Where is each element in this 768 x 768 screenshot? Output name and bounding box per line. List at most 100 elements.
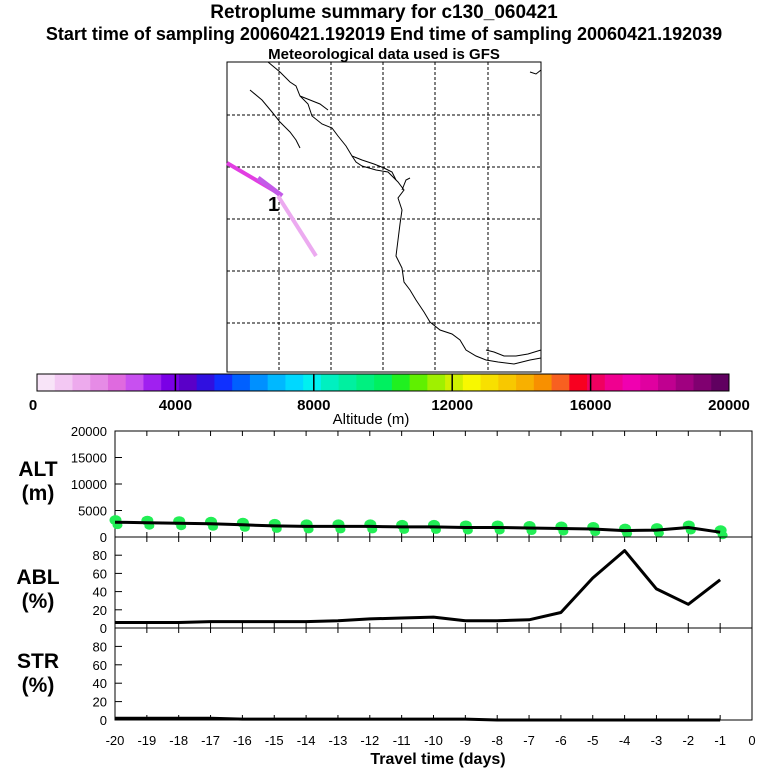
colorbar-swatch <box>587 374 606 391</box>
x-tick-label: -14 <box>297 733 316 748</box>
x-tick-label: -4 <box>619 733 631 748</box>
y-tick-label: 20 <box>93 695 107 710</box>
plume-track-mid <box>256 176 284 198</box>
x-tick-label: -17 <box>201 733 220 748</box>
x-axis-label: Travel time (days) <box>370 751 505 768</box>
colorbar-swatch <box>267 374 286 391</box>
x-tick-label: -18 <box>169 733 188 748</box>
coastline <box>249 61 542 365</box>
sampling-times: Start time of sampling 20060421.192019 E… <box>45 24 723 44</box>
colorbar-swatch <box>409 374 428 391</box>
abl-panel: ABL(%) 0 20 40 60 80 <box>16 536 753 636</box>
y-tick-label: 60 <box>93 658 107 673</box>
plume-track-lower <box>276 194 318 258</box>
x-tick-label: -1 <box>714 733 726 748</box>
colorbar-swatch <box>516 374 535 391</box>
x-tick-label: -12 <box>360 733 379 748</box>
panel-frame <box>114 627 753 721</box>
y-tick-label: 0 <box>100 530 107 545</box>
x-tick-label: -20 <box>106 733 125 748</box>
colorbar-swatch <box>533 374 553 391</box>
x-tick-label: -8 <box>491 733 503 748</box>
map-panel: 1 <box>225 61 542 373</box>
colorbar-swatch <box>356 374 375 391</box>
map-gridlines <box>227 62 541 372</box>
x-tick-label: -3 <box>651 733 663 748</box>
colorbar-swatch <box>214 374 233 391</box>
y-tick-label: 5000 <box>78 504 107 519</box>
x-tick-label: -7 <box>523 733 535 748</box>
colorbar-swatch <box>711 374 730 391</box>
colorbar-swatch <box>54 374 73 391</box>
colorbar-swatch <box>551 374 570 391</box>
x-tick-label: -13 <box>329 733 348 748</box>
colorbar-swatch <box>303 374 322 391</box>
colorbar-swatch <box>640 374 659 391</box>
colorbar-swatch <box>675 374 695 391</box>
x-tick-label: 0 <box>748 733 755 748</box>
colorbar-swatch <box>232 374 251 391</box>
colorbar-swatch <box>285 374 304 391</box>
colorbar-swatch <box>37 374 56 391</box>
altitude-colorbar: 0 4000 8000 12000 16000 20000 <box>29 373 750 414</box>
colorbar-tick-label: 20000 <box>708 397 750 414</box>
y-tick-label: 0 <box>100 713 107 728</box>
y-tick-label: 20 <box>93 603 107 618</box>
y-axis-unit: (m) <box>22 482 55 505</box>
x-tick-label: -19 <box>137 733 156 748</box>
page-title: Retroplume summary for c130_060421 <box>210 2 558 23</box>
colorbar-swatch <box>604 374 624 391</box>
y-tick-label: 80 <box>93 548 107 563</box>
y-tick-label: 20000 <box>71 424 107 439</box>
colorbar-swatch <box>658 374 677 391</box>
y-axis-label: ALT <box>18 458 57 481</box>
colorbar-frame <box>36 373 730 392</box>
colorbar-swatch <box>107 374 127 391</box>
x-tick-label: -16 <box>233 733 252 748</box>
colorbar-swatch <box>462 374 482 391</box>
colorbar-swatch <box>445 374 464 391</box>
x-tick-label: -10 <box>424 733 443 748</box>
colorbar-swatch <box>320 374 340 391</box>
y-tick-label: 15000 <box>71 451 107 466</box>
colorbar-tick-label: 16000 <box>570 397 612 414</box>
abl-series-line <box>115 549 722 624</box>
y-tick-label: 80 <box>93 639 107 654</box>
colorbar-swatch <box>480 374 499 391</box>
y-tick-label: 40 <box>93 585 107 600</box>
y-axis-unit: (%) <box>22 590 55 613</box>
x-tick-label: -2 <box>683 733 695 748</box>
met-data-note: Meteorological data used is GFS <box>268 46 500 63</box>
colorbar-tick-label: 12000 <box>431 397 473 414</box>
colorbar-swatch <box>143 374 162 391</box>
colorbar-swatch <box>622 374 641 391</box>
y-axis-label: ABL <box>16 566 59 589</box>
colorbar-swatch <box>161 374 180 391</box>
colorbar-label: Altitude (m) <box>333 411 410 428</box>
colorbar-swatch <box>391 374 411 391</box>
colorbar-swatch <box>249 374 269 391</box>
colorbar-tick-label: 4000 <box>159 397 192 414</box>
timeseries-panels: ALT(m)05000100001500020000ABL(%)02040608… <box>16 424 755 748</box>
x-tick-label: -6 <box>555 733 567 748</box>
colorbar-swatch <box>569 374 588 391</box>
colorbar-tick-label: 8000 <box>297 397 330 414</box>
y-axis-label: STR <box>17 650 59 673</box>
colorbar-swatch <box>125 374 144 391</box>
colorbar-swatch <box>72 374 91 391</box>
panel-frame <box>114 536 753 629</box>
x-tick-label: -15 <box>265 733 284 748</box>
plume-tracks <box>225 161 318 258</box>
y-tick-label: 40 <box>93 676 107 691</box>
map-frame <box>226 61 542 373</box>
colorbar-swatch <box>693 374 712 391</box>
colorbar-tick-label: 0 <box>29 397 37 414</box>
colorbar-swatch <box>338 374 357 391</box>
colorbar-swatch <box>178 374 198 391</box>
y-tick-label: 10000 <box>71 477 107 492</box>
colorbar-swatch <box>427 374 446 391</box>
str-panel: STR(%) 0 20 40 60 80 <box>17 627 753 728</box>
y-axis-unit: (%) <box>22 674 55 697</box>
colorbar-swatch <box>196 374 215 391</box>
